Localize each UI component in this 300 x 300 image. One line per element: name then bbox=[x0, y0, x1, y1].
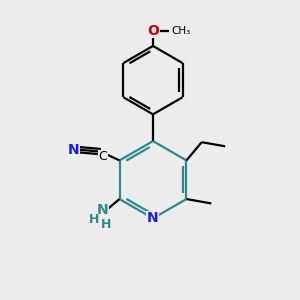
Text: H: H bbox=[89, 213, 99, 226]
Text: N: N bbox=[147, 212, 159, 225]
Text: N: N bbox=[68, 143, 80, 157]
Text: H: H bbox=[101, 218, 111, 231]
Text: O: O bbox=[147, 23, 159, 38]
Text: CH₃: CH₃ bbox=[171, 26, 190, 35]
Text: N: N bbox=[97, 203, 108, 217]
Text: C: C bbox=[99, 151, 107, 164]
